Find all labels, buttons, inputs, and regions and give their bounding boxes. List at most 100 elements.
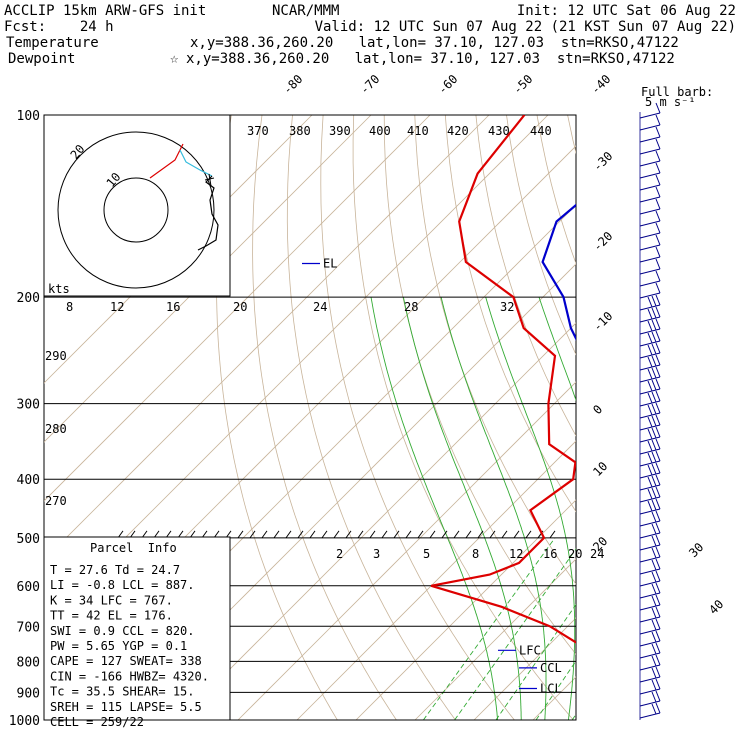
dry-adiabat-line: [506, 115, 576, 356]
dry-adiabat-line: [286, 115, 456, 720]
wind-barb: [639, 450, 661, 467]
wind-barb: [639, 534, 661, 551]
lfc-label: LFC: [519, 643, 541, 657]
dry-adiabat-line: [567, 115, 576, 155]
dry-adiabat-label: 400: [369, 124, 391, 138]
wind-barb: [639, 498, 661, 515]
header: ACCLIP 15km ARW-GFS init NCAR/MMM Init: …: [4, 3, 736, 67]
isotherm-line: [296, 440, 576, 720]
parcel-info-row: LI = -0.8 LCL = 887.: [50, 578, 195, 592]
mixing-ratio-line: [637, 538, 740, 720]
hodograph-storm-marker: [204, 173, 215, 187]
dry-adiabat-label: 440: [530, 124, 552, 138]
wind-barb: [639, 474, 661, 491]
wind-barb: [639, 126, 661, 143]
barb-legend-title: Full barb:: [641, 85, 713, 99]
moist-adiabat-line: [686, 297, 740, 720]
wind-barb: [639, 666, 661, 683]
wind-barb: [639, 162, 661, 179]
freezing-tick: [357, 530, 364, 539]
moist-adiabat-line: [663, 297, 740, 720]
mixing-ratio-label: 3: [373, 547, 380, 561]
pressure-tick-label: 500: [17, 532, 40, 547]
hodograph-units: kts: [48, 282, 70, 296]
freezing-tick: [261, 530, 268, 539]
freezing-tick: [453, 530, 460, 539]
wind-barb: [639, 390, 661, 407]
pressure-tick-label: 800: [17, 655, 40, 670]
freezing-tick: [525, 530, 532, 539]
pressure-tick-label: 400: [17, 473, 40, 488]
freezing-tick: [405, 530, 412, 539]
dry-adiabat-label: 290: [45, 349, 67, 363]
freezing-tick: [309, 530, 316, 539]
wind-barb: [639, 366, 661, 383]
hodograph-trace-low: [149, 143, 184, 179]
mixing-ratio-line: [423, 537, 556, 720]
wind-barb: [639, 234, 661, 251]
temp-legend-label: Temperature: [6, 35, 99, 51]
dry-adiabat-label: 270: [45, 494, 67, 508]
dry-adiabat-label: 430: [488, 124, 510, 138]
mixing-ratio-label: 12: [509, 547, 523, 561]
wind-barb: [639, 594, 661, 611]
freezing-tick: [321, 530, 328, 539]
temp-legend-info: x,y=388.36,260.20 lat,lon= 37.10, 127.03…: [190, 35, 679, 51]
dry-adiabat-line: [598, 115, 740, 720]
mixing-ratio-label: 16: [543, 547, 557, 561]
isotherm-line: [651, 115, 740, 720]
moist-adiabat-line: [402, 297, 522, 720]
moist-adiabat-label: 8: [66, 300, 73, 314]
mixing-ratio-label: 24: [590, 547, 604, 561]
wind-barb: [639, 690, 661, 707]
wind-barb: [639, 510, 661, 527]
wind-barb: [639, 414, 661, 431]
mixing-ratio-label: 20: [568, 547, 582, 561]
wind-barb: [639, 102, 661, 119]
dry-adiabat-line: [444, 115, 576, 513]
wind-barb: [639, 186, 661, 203]
isotherm-label: -30: [590, 149, 615, 174]
wind-barb: [639, 546, 661, 563]
parcel-info-row: CAPE = 127 SWEAT= 338: [50, 654, 202, 668]
dry-adiabat-line: [659, 115, 740, 720]
dry-adiabat-line: [320, 115, 515, 720]
wind-barb: [639, 402, 661, 419]
mixing-ratio-label: 5: [423, 547, 430, 561]
wind-barb: [639, 150, 661, 167]
wind-barb: [639, 222, 661, 239]
isotherm-label: 10: [590, 459, 610, 479]
freezing-tick: [369, 530, 376, 539]
wind-barb: [639, 426, 661, 443]
wind-barb: [639, 630, 661, 647]
isotherm-line: [592, 115, 740, 720]
dry-adiabat-label: 370: [247, 124, 269, 138]
freezing-tick: [465, 530, 472, 539]
isotherm-line: [355, 499, 576, 720]
wind-barb: [639, 654, 661, 671]
hodograph-trace-high: [197, 175, 219, 251]
parcel-info-row: Tc = 35.5 SHEAR= 15.: [50, 685, 195, 699]
wind-barb: [639, 702, 661, 719]
freezing-tick: [477, 530, 484, 539]
parcel-info-row: SWI = 0.9 CCL = 820.: [50, 624, 195, 638]
dry-adiabat-label: 410: [407, 124, 429, 138]
pressure-tick-label: 300: [17, 398, 40, 413]
moist-adiabat-line: [603, 297, 648, 720]
hodograph-frame: [43, 114, 231, 297]
freezing-tick: [417, 530, 424, 539]
freezing-tick: [273, 530, 280, 539]
mixing-ratio-line: [620, 538, 737, 720]
wind-barb: [639, 294, 661, 311]
header-init: Init: 12 UTC Sat 06 Aug 22: [517, 3, 736, 19]
mixing-ratio-label: 2: [336, 547, 343, 561]
dry-adiabat-line: [475, 115, 576, 437]
wind-barb: [639, 378, 661, 395]
isotherm-label: 30: [686, 540, 706, 560]
isotherm-line: [473, 617, 576, 720]
freezing-tick: [345, 530, 352, 539]
wind-barb: [639, 318, 661, 335]
mixing-ratio-line: [495, 603, 576, 720]
